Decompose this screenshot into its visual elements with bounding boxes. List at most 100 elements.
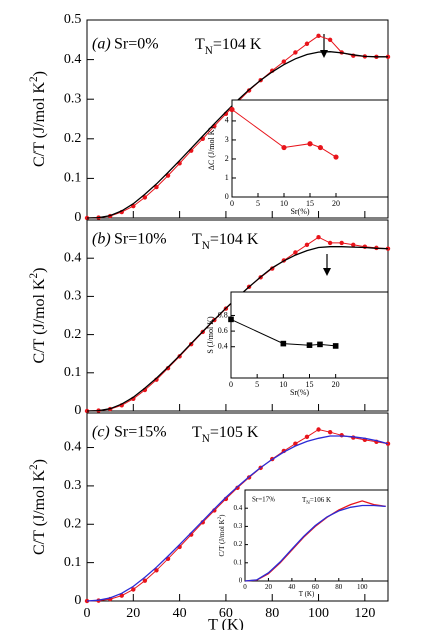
axis-title: T (K) bbox=[299, 590, 315, 598]
annotation: Sr=0% bbox=[114, 36, 159, 53]
tn-text: =104 K bbox=[210, 231, 259, 248]
data-point bbox=[235, 485, 240, 491]
y-tick-label: 0.1 bbox=[64, 365, 82, 380]
axis-title: C/T (J/mol K2) bbox=[218, 514, 226, 557]
tn-sub: N bbox=[205, 45, 213, 57]
series-line bbox=[244, 500, 386, 582]
x-tick-label: 0 bbox=[229, 380, 233, 389]
x-tick-label: 100 bbox=[357, 583, 368, 591]
data-point bbox=[281, 144, 287, 151]
data-point bbox=[293, 50, 298, 55]
data-point bbox=[317, 144, 323, 151]
axis-title: C/T (J/mol K2) bbox=[28, 268, 48, 364]
axis-title-text: ) bbox=[218, 514, 226, 517]
y-tick-label: 0 bbox=[74, 593, 81, 608]
x-tick-label: 40 bbox=[173, 606, 187, 621]
data-point bbox=[307, 141, 313, 147]
tn-text: =104 K bbox=[213, 36, 262, 53]
axis-title-sup: 2 bbox=[28, 273, 40, 279]
data-point bbox=[339, 433, 344, 438]
panel-label: (c) bbox=[92, 424, 110, 441]
x-tick-label: 0 bbox=[243, 583, 247, 591]
axis-title-text: ) bbox=[31, 71, 48, 76]
data-point bbox=[316, 33, 321, 39]
data-point bbox=[229, 106, 235, 113]
axis-title-sup: 2 bbox=[218, 516, 223, 519]
y-tick-label: 0.3 bbox=[64, 91, 82, 106]
data-point bbox=[293, 441, 298, 446]
data-point bbox=[304, 242, 310, 248]
x-tick-label: 15 bbox=[306, 380, 314, 389]
y-tick-label: 4 bbox=[225, 116, 229, 125]
tn-base: T bbox=[192, 424, 202, 441]
data-point bbox=[333, 154, 339, 160]
x-tick-label: 5 bbox=[256, 199, 260, 208]
y-tick-label: 0.1 bbox=[64, 171, 82, 186]
y-tick-label: 0 bbox=[74, 210, 81, 225]
x-tick-label: 0 bbox=[84, 606, 91, 621]
data-point bbox=[165, 173, 171, 178]
data-point bbox=[293, 250, 298, 255]
x-tick-label: 20 bbox=[332, 199, 340, 208]
tn-label: TN=104 K bbox=[195, 36, 262, 57]
data-point bbox=[316, 427, 321, 432]
y-tick-label: 0.4 bbox=[64, 52, 82, 67]
tn-sub: N bbox=[202, 240, 210, 252]
axis-title: Sr(%) bbox=[290, 207, 309, 216]
x-tick-label: 15 bbox=[306, 199, 314, 208]
x-tick-label: 20 bbox=[332, 380, 340, 389]
data-point bbox=[332, 343, 339, 349]
y-tick-label: 0.6 bbox=[218, 326, 228, 335]
panel-label: (a) bbox=[92, 36, 111, 53]
data-point bbox=[317, 341, 323, 348]
data-point bbox=[281, 59, 287, 64]
axis-title-sup: 2 bbox=[28, 464, 40, 470]
axis-title: S (J/mol K) bbox=[206, 316, 215, 354]
data-point bbox=[327, 37, 333, 42]
tn-label: TN=105 K bbox=[192, 424, 259, 445]
axis-title: Sr(%) bbox=[290, 388, 309, 397]
panel: 0 5 10 15 20 0.4 0.6 0.8 Sr(%) bbox=[218, 291, 389, 397]
y-tick-label: 0 bbox=[74, 403, 81, 418]
x-tick-label: 100 bbox=[308, 606, 329, 621]
data-point bbox=[280, 340, 287, 347]
y-tick-label: 0.8 bbox=[218, 310, 228, 319]
x-tick-label: 10 bbox=[280, 199, 288, 208]
series-line bbox=[86, 435, 389, 602]
y-tick-label: 0 bbox=[239, 577, 243, 585]
x-tick-label: 80 bbox=[335, 583, 343, 591]
panel-label: (b) bbox=[92, 231, 111, 248]
tn-sub: N bbox=[306, 501, 310, 506]
axis-title-sup: 2 bbox=[28, 76, 40, 82]
annotation: Sr=17% bbox=[252, 496, 275, 504]
y-tick-label: 0.3 bbox=[64, 478, 82, 493]
annotation: Sr=10% bbox=[114, 231, 167, 248]
data-point bbox=[119, 593, 124, 598]
plot-frame bbox=[244, 489, 389, 582]
data-point bbox=[316, 234, 321, 240]
y-tick-label: 0.4 bbox=[233, 504, 242, 512]
tn-sub: N bbox=[202, 433, 210, 445]
axis-title-text: C/T (J/mol K bbox=[31, 469, 48, 554]
tn-label: TN=104 K bbox=[192, 231, 259, 252]
y-tick-label: 0.2 bbox=[233, 540, 242, 548]
y-tick-label: 2 bbox=[225, 154, 229, 163]
x-tick-label: 60 bbox=[312, 583, 320, 591]
axis-title: C/T (J/mol K2) bbox=[28, 459, 48, 555]
plot-frame bbox=[230, 291, 389, 379]
data-point bbox=[131, 587, 136, 592]
axis-title-text: S (J/mol K) bbox=[206, 316, 215, 354]
x-tick-label: 0 bbox=[230, 199, 234, 208]
axis-title: ΔC (J/mol K) bbox=[207, 126, 216, 170]
x-tick-label: 20 bbox=[126, 606, 140, 621]
axis-title-text: ) bbox=[31, 459, 48, 464]
data-point bbox=[306, 342, 313, 348]
data-point bbox=[228, 316, 234, 323]
x-tick-label: 80 bbox=[265, 606, 279, 621]
data-point bbox=[339, 240, 344, 246]
axis-title: C/T (J/mol K2) bbox=[28, 71, 48, 167]
y-tick-label: 0.2 bbox=[64, 516, 82, 531]
